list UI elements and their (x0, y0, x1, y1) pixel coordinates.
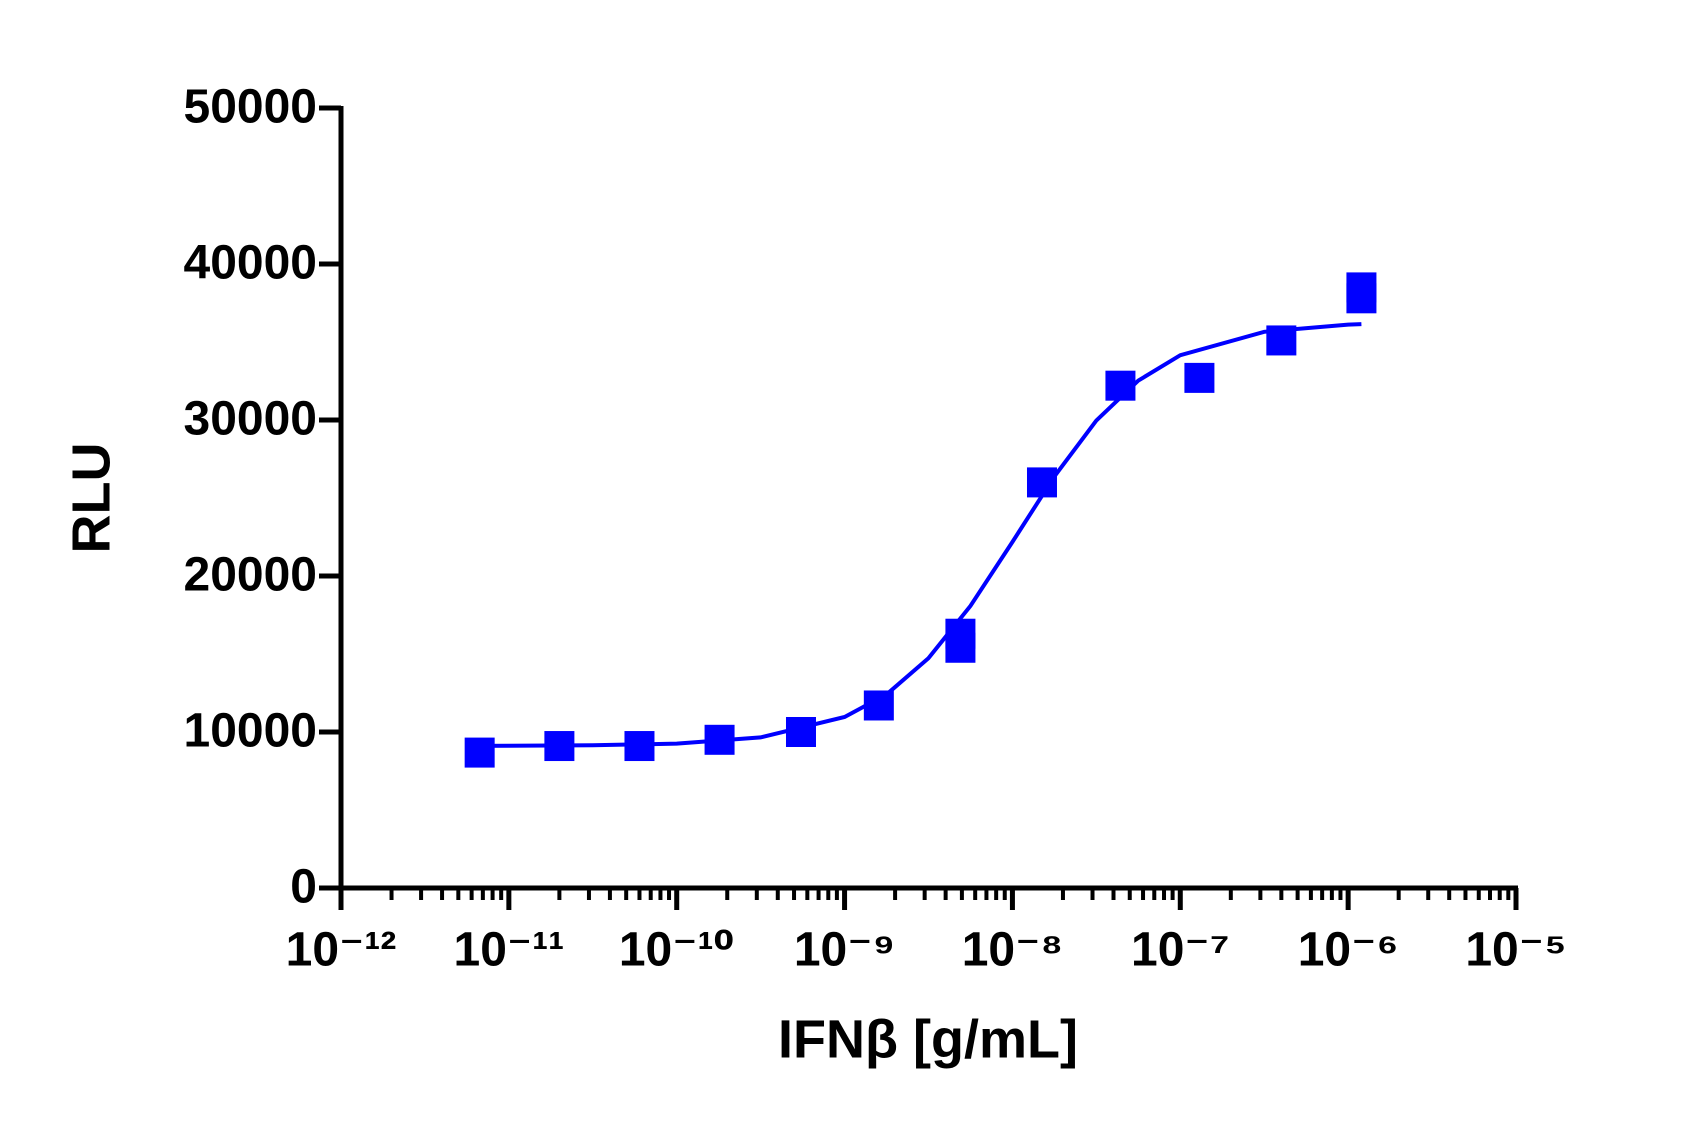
y-tick-label: 20000 (184, 549, 317, 602)
y-axis-title: RLU (61, 443, 121, 554)
data-point (1346, 283, 1377, 314)
x-tick-label: 10⁻⁹ (794, 924, 896, 977)
x-tick-label: 10⁻⁶ (1298, 924, 1399, 977)
data-point (544, 731, 575, 762)
y-tick-label: 10000 (184, 705, 317, 758)
data-point (945, 618, 976, 649)
data-point (863, 690, 894, 721)
y-tick-label: 30000 (184, 393, 317, 446)
x-axis-title: IFNβ [g/mL] (778, 1009, 1078, 1069)
x-tick-label: 10⁻⁷ (1131, 924, 1230, 977)
fit-curve (475, 322, 1362, 748)
data-point (704, 724, 735, 755)
x-tick-label: 10⁻⁵ (1465, 924, 1566, 977)
data-point (1266, 325, 1297, 356)
x-tick-label: 10⁻¹¹ (454, 924, 565, 977)
x-tick-label: 10⁻⁸ (962, 924, 1063, 977)
data-point (1184, 362, 1215, 393)
y-tick-label: 40000 (184, 237, 317, 290)
x-tick-label: 10⁻¹⁰ (619, 924, 735, 977)
x-tick-label: 10⁻¹² (286, 924, 397, 977)
data-point (624, 731, 655, 762)
data-point (785, 717, 816, 747)
data-point (1026, 467, 1057, 498)
y-tick-label: 0 (290, 861, 317, 914)
data-point (464, 737, 495, 768)
data-point (1105, 370, 1136, 401)
y-tick-label: 50000 (184, 81, 317, 134)
